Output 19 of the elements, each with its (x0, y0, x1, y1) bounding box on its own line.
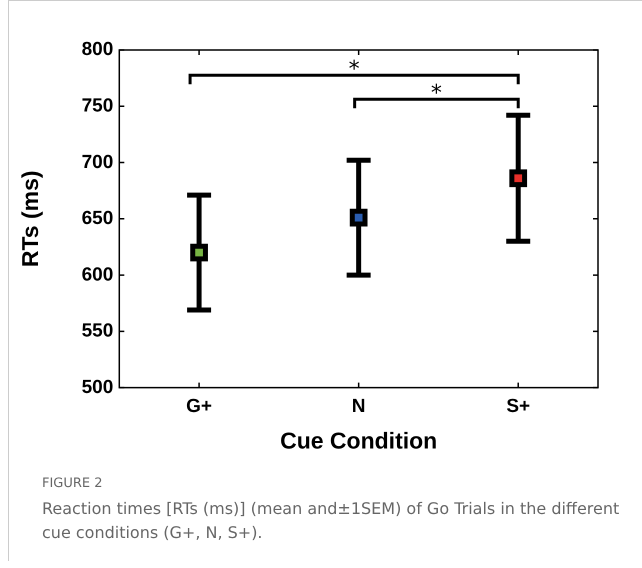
text: Reaction times [RTs (ms)] (mean and±1SEM) of Go Trials in the different cue conditions (G+, N, S+). (42, 498, 620, 544)
point (190, 244, 208, 262)
x-tick-label: G+ (186, 396, 212, 418)
point (509, 169, 528, 188)
y-tick-label: 600 (82, 264, 114, 286)
y-tick-label: 500 (82, 376, 114, 398)
x-tick-label: N (352, 396, 366, 418)
caption: FIGURE 2 (42, 476, 104, 491)
point (350, 208, 368, 227)
x-axis-title: Cue Condition (280, 428, 438, 454)
y-tick-label: 700 (82, 152, 114, 173)
y-axis-title: RTs (ms) (17, 170, 44, 268)
y-tick-label: 650 (82, 208, 114, 230)
x-tick-label: S+ (506, 396, 530, 418)
y-tick-label: 550 (82, 320, 114, 342)
annotation: * (430, 81, 442, 106)
y-tick-label: 800 (82, 39, 114, 60)
y-tick-label: 750 (82, 96, 114, 116)
annotation: * (348, 57, 360, 82)
